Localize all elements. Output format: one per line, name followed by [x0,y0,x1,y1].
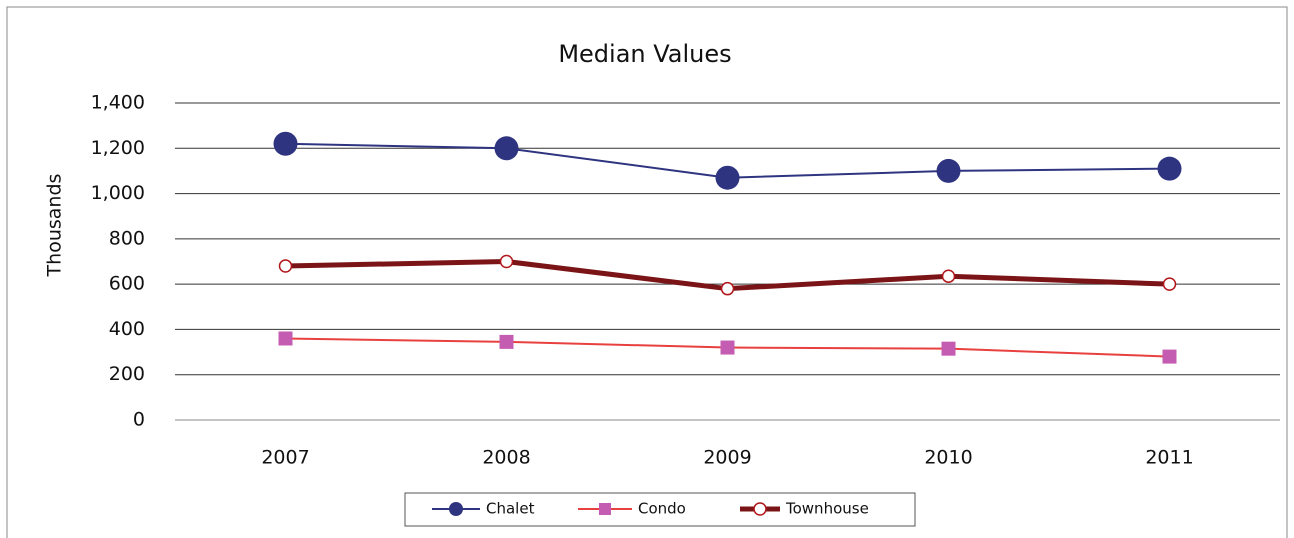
marker [278,259,293,273]
marker [494,136,519,161]
marker [941,269,956,283]
legend-marker [753,502,767,516]
marker [499,334,514,349]
marker [715,165,740,190]
legend-label: Condo [638,500,686,518]
marker [941,341,956,356]
y-tick-label: 400 [109,318,145,340]
marker [278,331,293,346]
legend-marker [599,503,611,515]
x-tick-label: 2009 [703,447,751,469]
chart-title: Median Values [558,40,731,68]
y-tick-label: 600 [109,273,145,295]
legend-label: Townhouse [785,500,869,518]
legend-marker [449,502,463,516]
marker [499,254,514,269]
y-tick-label: 0 [133,409,145,431]
marker [1162,277,1177,291]
x-tick-label: 2011 [1145,447,1193,469]
y-tick-label: 1,200 [91,137,145,159]
y-tick-label: 1,400 [91,92,145,114]
marker [936,158,961,183]
legend-box [404,492,916,527]
legend-label: Chalet [486,500,535,518]
x-tick-label: 2007 [261,447,309,469]
marker [1162,349,1177,364]
marker [1157,156,1182,181]
y-tick-label: 800 [109,227,145,249]
x-tick-label: 2008 [482,447,530,469]
y-tick-label: 1,000 [91,182,145,204]
y-axis-label: Thousands [44,174,66,278]
x-tick-label: 2010 [924,447,972,469]
marker [720,281,735,296]
marker [273,131,298,156]
marker [720,340,735,355]
chart-border [6,6,1288,538]
y-tick-label: 200 [109,363,145,385]
